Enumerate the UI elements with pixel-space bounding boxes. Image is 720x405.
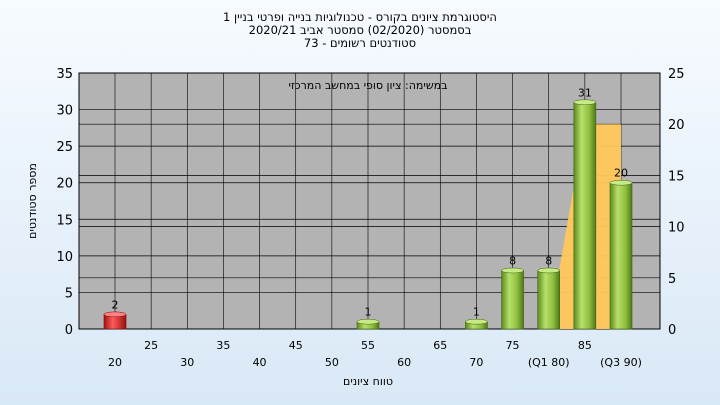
chart-annotation: במשימה: ציון סופי במחשב המרכזי <box>288 79 447 92</box>
bar-75 <box>501 270 524 330</box>
x-tick-label: 70 <box>469 356 483 369</box>
x-tick-label: 30 <box>180 356 194 369</box>
bar-top-85 <box>573 99 597 106</box>
x-axis-label: טווח ציונים <box>343 375 393 388</box>
bar-85 <box>573 101 597 330</box>
y2-tick-label: 25 <box>668 67 685 82</box>
bar-top-75 <box>501 267 524 274</box>
y-tick-label: 0 <box>65 323 73 338</box>
x-tick-label: 85 <box>578 339 592 352</box>
y-tick-label: 15 <box>56 213 73 228</box>
x-tick-label: 20 <box>108 356 122 369</box>
x-tick-label: 40 <box>253 356 267 369</box>
x-tick-label: 50 <box>325 356 339 369</box>
x-tick-label: 35 <box>216 339 230 352</box>
chart-title-line-3: סטודנטים רשומים - 73 <box>303 36 417 50</box>
y2-tick-label: 20 <box>668 118 685 133</box>
y-axis-label: מספר סטודנטים <box>26 163 39 239</box>
x-tick-label: 60 <box>397 356 411 369</box>
y2-tick-label: 0 <box>668 323 676 338</box>
chart-title-line-1: היסטוגרמת ציונים בקורס - טכנולוגיות בניי… <box>223 10 497 24</box>
x-tick-label: 75 <box>506 339 520 352</box>
bar-value-label: 20 <box>614 167 628 180</box>
y-tick-label: 20 <box>56 177 73 192</box>
y2-tick-label: 5 <box>668 272 676 287</box>
x-tick-label: 55 <box>361 339 375 352</box>
chart-title-line-2: בסמסטר (02/2020) סמסטר אביב 2020/21 <box>248 23 472 37</box>
y-tick-label: 30 <box>56 104 73 119</box>
bar-value-label: 1 <box>365 306 372 319</box>
y-tick-label: 5 <box>65 286 73 301</box>
y-tick-label: 25 <box>56 140 73 155</box>
bar-80 <box>537 270 561 330</box>
bar-value-label: 8 <box>545 254 552 267</box>
bar-value-label: 8 <box>509 254 516 267</box>
bar-top-70 <box>465 318 488 325</box>
y2-tick-label: 15 <box>668 169 685 184</box>
y-tick-label: 10 <box>56 250 73 265</box>
x-tick-label: 65 <box>433 339 447 352</box>
bar-value-label: 1 <box>473 306 480 319</box>
x-tick-label: (Q1 80) <box>528 356 570 369</box>
bar-top-80 <box>537 267 560 274</box>
y2-tick-label: 10 <box>668 221 685 236</box>
bar-top-20 <box>103 311 127 318</box>
bar-90 <box>609 182 633 330</box>
y-tick-label: 35 <box>56 67 73 82</box>
bar-value-label: 31 <box>578 86 592 99</box>
bar-top-55 <box>356 318 380 325</box>
x-tick-label: 45 <box>289 339 303 352</box>
bar-top-90 <box>609 179 633 186</box>
x-tick-label: (Q3 90) <box>600 356 642 369</box>
bar-value-label: 2 <box>112 298 119 311</box>
x-tick-label: 25 <box>144 339 158 352</box>
